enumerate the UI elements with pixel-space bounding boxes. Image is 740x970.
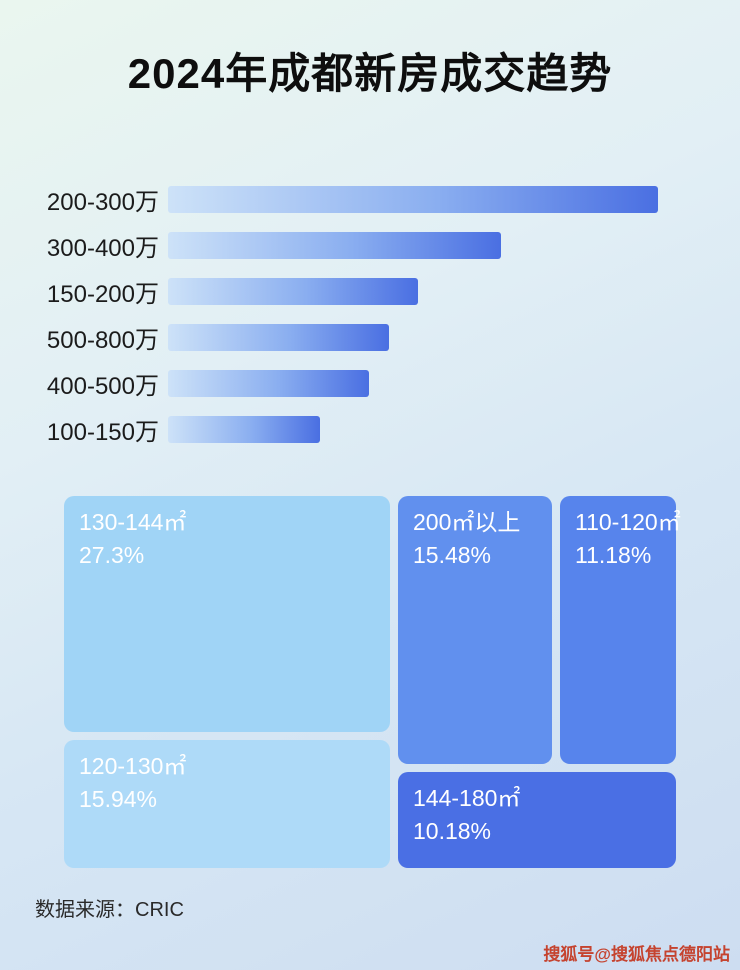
bar-track [168, 323, 658, 351]
bar-200-300 [168, 185, 658, 213]
block-label: 144-180㎡ [413, 785, 521, 811]
treemap-block-120-130: 120-130㎡ 15.94% [64, 740, 390, 868]
block-percent: 15.48% [413, 542, 492, 568]
bar-400-500 [168, 369, 369, 397]
bar-track [168, 185, 658, 213]
bar-label: 100-150万 [46, 418, 159, 446]
bar-row: 500-800万 [35, 314, 705, 360]
block-percent: 27.3% [79, 542, 145, 568]
bar-label: 150-200万 [46, 280, 159, 308]
bar-150-200 [168, 277, 418, 305]
bar-label: 400-500万 [46, 372, 159, 400]
block-label: 110-120㎡ [575, 509, 681, 535]
area-share-treemap: 130-144㎡ 27.3% 120-130㎡ 15.94% 200㎡以上 15… [64, 496, 681, 868]
treemap-block-144-180: 144-180㎡ 10.18% [398, 772, 676, 868]
bar-row: 400-500万 [35, 360, 705, 406]
bar-row: 300-400万 [35, 222, 705, 268]
block-label: 200㎡以上 [413, 509, 521, 535]
bar-label: 500-800万 [46, 326, 159, 354]
bar-track [168, 415, 658, 443]
block-label: 130-144㎡ [79, 509, 187, 535]
block-percent: 10.18% [413, 818, 492, 844]
bar-100-150 [168, 415, 320, 443]
price-band-bar-chart: 200-300万 300-400万 150-200万 500-800万 400-… [35, 176, 705, 452]
page-title: 2024年成都新房成交趋势 [127, 50, 613, 97]
block-percent: 11.18% [575, 542, 652, 568]
bar-label: 200-300万 [46, 188, 159, 216]
data-source: 数据来源：CRIC [35, 899, 184, 921]
block-label: 120-130㎡ [79, 753, 187, 779]
treemap-block-200-plus: 200㎡以上 15.48% [398, 496, 552, 764]
bar-track [168, 231, 658, 259]
watermark: 搜狐号@搜狐焦点德阳站 [543, 945, 730, 964]
bar-track [168, 369, 658, 397]
bar-500-800 [168, 323, 389, 351]
bar-300-400 [168, 231, 502, 259]
treemap-block-130-144: 130-144㎡ 27.3% [64, 496, 390, 732]
bar-track [168, 277, 658, 305]
bar-row: 150-200万 [35, 268, 705, 314]
bar-row: 200-300万 [35, 176, 705, 222]
block-percent: 15.94% [79, 786, 158, 812]
treemap-block-110-120: 110-120㎡ 11.18% [560, 496, 681, 764]
bar-row: 100-150万 [35, 406, 705, 452]
bar-label: 300-400万 [46, 234, 159, 262]
